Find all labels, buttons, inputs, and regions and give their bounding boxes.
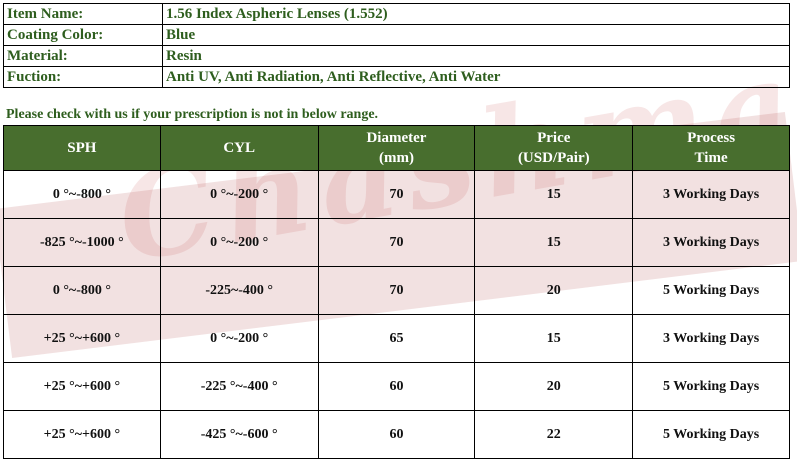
info-row-function: Fuction: Anti UV, Anti Radiation, Anti R…: [3, 66, 790, 88]
cell-diameter: 70: [317, 218, 476, 267]
cell-sph: -825 °~-1000 °: [3, 218, 161, 267]
cell-process-time: 3 Working Days: [632, 170, 790, 219]
info-label: Material:: [3, 45, 163, 67]
table-row: 0 °~-800 ° 0 °~-200 ° 70 15 3 Working Da…: [3, 170, 790, 219]
table-row: +25 °~+600 ° -425 °~-600 ° 60 22 5 Worki…: [3, 410, 790, 459]
cell-process-time: 3 Working Days: [632, 218, 790, 267]
info-label: Item Name:: [3, 3, 163, 25]
prescription-range-table: SPH CYL Diameter (mm) Price (USD/Pair) Pro…: [3, 125, 790, 459]
cell-sph: 0 °~-800 °: [3, 266, 161, 315]
cell-diameter: 60: [317, 410, 476, 459]
product-info-table: Item Name: 1.56 Index Aspheric Lenses (1…: [3, 3, 790, 88]
table-row: +25 °~+600 ° -225 °~-400 ° 60 20 5 Worki…: [3, 362, 790, 411]
cell-sph: +25 °~+600 °: [3, 362, 161, 411]
info-value: 1.56 Index Aspheric Lenses (1.552): [162, 3, 790, 25]
table-row: 0 °~-800 ° -225~-400 ° 70 20 5 Working D…: [3, 266, 790, 315]
info-row-coating-color: Coating Color: Blue: [3, 24, 790, 46]
cell-process-time: 5 Working Days: [632, 362, 790, 411]
cell-diameter: 60: [317, 362, 476, 411]
cell-price: 20: [474, 266, 634, 315]
info-value: Anti UV, Anti Radiation, Anti Reflective…: [162, 66, 790, 88]
info-row-item-name: Item Name: 1.56 Index Aspheric Lenses (1…: [3, 3, 790, 25]
header-cyl: CYL: [159, 125, 319, 171]
cell-price: 15: [474, 170, 634, 219]
cell-process-time: 5 Working Days: [632, 410, 790, 459]
cell-cyl: -425 °~-600 °: [159, 410, 319, 459]
prescription-note: Please check with us if your prescriptio…: [6, 107, 379, 122]
cell-sph: +25 °~+600 °: [3, 410, 161, 459]
cell-sph: 0 °~-800 °: [3, 170, 161, 219]
cell-cyl: -225~-400 °: [159, 266, 319, 315]
info-value: Resin: [162, 45, 790, 67]
cell-cyl: 0 °~-200 °: [159, 170, 319, 219]
table-row: +25 °~+600 ° 0 °~-200 ° 65 15 3 Working …: [3, 314, 790, 363]
info-row-material: Material: Resin: [3, 45, 790, 67]
header-sph: SPH: [3, 125, 161, 171]
cell-cyl: 0 °~-200 °: [159, 314, 319, 363]
cell-process-time: 5 Working Days: [632, 266, 790, 315]
cell-price: 22: [474, 410, 634, 459]
table-row: -825 °~-1000 ° 0 °~-200 ° 70 15 3 Workin…: [3, 218, 790, 267]
info-label: Fuction:: [3, 66, 163, 88]
info-value: Blue: [162, 24, 790, 46]
cell-diameter: 70: [317, 170, 476, 219]
cell-price: 15: [474, 314, 634, 363]
cell-cyl: 0 °~-200 °: [159, 218, 319, 267]
header-process-time: Process Time: [632, 125, 790, 171]
table-header-row: SPH CYL Diameter (mm) Price (USD/Pair) Pro…: [3, 125, 790, 171]
cell-process-time: 3 Working Days: [632, 314, 790, 363]
header-price: Price (USD/Pair): [474, 125, 634, 171]
cell-diameter: 65: [317, 314, 476, 363]
cell-price: 20: [474, 362, 634, 411]
cell-diameter: 70: [317, 266, 476, 315]
cell-price: 15: [474, 218, 634, 267]
info-label: Coating Color:: [3, 24, 163, 46]
header-diameter: Diameter (mm): [317, 125, 476, 171]
cell-cyl: -225 °~-400 °: [159, 362, 319, 411]
cell-sph: +25 °~+600 °: [3, 314, 161, 363]
